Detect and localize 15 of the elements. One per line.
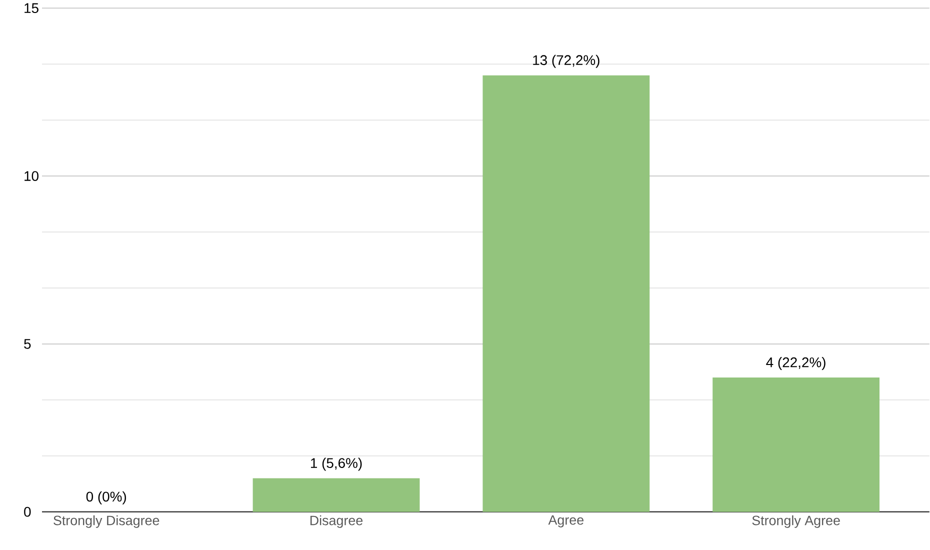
x-tick-label: Strongly Agree xyxy=(752,515,840,528)
bar xyxy=(712,378,880,512)
y-tick-label: 10 xyxy=(24,171,38,182)
y-tick-label: 5 xyxy=(24,339,31,349)
y-tick-label: 15 xyxy=(24,3,38,14)
data-label: 4 (22,2%) xyxy=(766,357,826,370)
x-tick-label: Agree xyxy=(548,515,584,528)
bar xyxy=(482,75,650,512)
y-tick-label: 0 xyxy=(24,506,31,517)
x-tick-label: Strongly Disagree xyxy=(54,515,160,528)
data-label: 0 (0%) xyxy=(86,491,126,504)
x-tick-label: Disagree xyxy=(310,515,363,528)
data-label: 13 (72,2%) xyxy=(533,54,600,68)
bar xyxy=(252,478,420,512)
data-label: 1 (5,6%) xyxy=(310,458,362,471)
